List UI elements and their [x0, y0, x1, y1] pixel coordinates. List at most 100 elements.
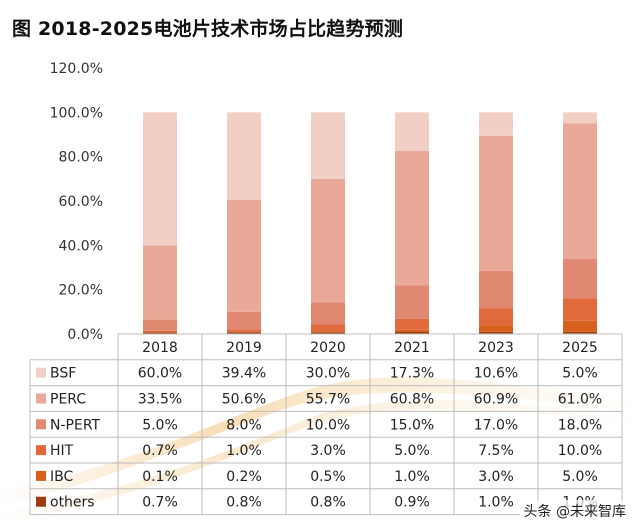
bar-segment-others [227, 332, 261, 334]
table-cell-value: 10.6% [474, 366, 518, 382]
bar-segment-n-pert [479, 270, 513, 309]
table-cell-value: 1.0% [478, 495, 514, 511]
bar-segment-n-pert [227, 311, 261, 330]
legend-swatch [36, 445, 46, 456]
bar-segment-n-pert [563, 258, 597, 299]
legend-swatch [36, 419, 46, 430]
table-cell-value: 0.7% [142, 495, 178, 511]
x-category-label: 2018 [142, 340, 178, 356]
bar-segment-hit [563, 298, 597, 321]
y-tick-label: 20.0% [59, 283, 103, 299]
legend-label: HIT [50, 443, 74, 459]
bar-segment-perc [227, 199, 261, 312]
bar-segment-others [311, 332, 345, 334]
table-cell-value: 0.8% [226, 495, 262, 511]
bar-segment-ibc [311, 331, 345, 333]
decorative-wave [0, 377, 640, 522]
legend-swatch [36, 470, 46, 481]
x-category-label: 2025 [562, 340, 598, 356]
y-tick-label: 60.0% [59, 194, 103, 210]
data-table: 2018 2019 2020 2021 2023 2025 BSF 60.0% 39.4% 30.… [29, 333, 623, 516]
table-cell-value: 60.8% [390, 392, 434, 408]
bar-segment-n-pert [143, 319, 177, 331]
y-axis: 120.0% 100.0% 80.0% 60.0% 40.0% 20.0% 0.0% [50, 61, 103, 343]
bar-segment-perc [395, 150, 429, 286]
legend-label: IBC [50, 469, 73, 485]
bar-segment-bsf [563, 112, 597, 124]
table-cell-value: 61.0% [558, 392, 602, 408]
table-cell-value: 10.0% [306, 417, 350, 433]
table-cell-value: 1.0% [394, 469, 430, 485]
y-tick-label: 120.0% [50, 61, 103, 77]
table-cell-value: 5.0% [142, 417, 178, 433]
table-cell-value: 60.0% [138, 366, 182, 382]
bar-segment-perc [479, 135, 513, 271]
table-cell-value: 7.5% [478, 443, 514, 459]
table-cell-value: 10.0% [558, 443, 602, 459]
table-cell-value: 5.0% [394, 443, 430, 459]
bar-segment-hit [227, 329, 261, 332]
bar-segment-others [563, 331, 597, 334]
chart-title: 图 2018-2025电池片技术市场占比趋势预测 [12, 18, 404, 40]
table-cell-value: 33.5% [138, 392, 182, 408]
y-tick-label: 40.0% [59, 238, 103, 254]
bar-segment-ibc [395, 329, 429, 333]
table-cell-value: 0.7% [142, 443, 178, 459]
bar-segment-n-pert [395, 285, 429, 319]
table-cell-value: 17.3% [390, 366, 434, 382]
table-cell-value: 5.0% [562, 366, 598, 382]
bar-segment-bsf [227, 112, 261, 200]
table-cell-value: 50.6% [222, 392, 266, 408]
watermark: 头条 @未来智库 [519, 500, 630, 522]
bar-segment-bsf [143, 112, 177, 246]
bar-segment-ibc [479, 325, 513, 332]
bar-segment-others [395, 332, 429, 334]
table-cell-value: 1.0% [226, 443, 262, 459]
bar-segment-n-pert [311, 302, 345, 325]
bar-segment-bsf [479, 112, 513, 136]
bar-segment-hit [479, 308, 513, 326]
bar-segment-others [479, 331, 513, 334]
table-cell-value: 0.5% [310, 469, 346, 485]
table-cell-value: 0.2% [226, 469, 262, 485]
bar-segment-perc [143, 245, 177, 320]
table-cell-value: 60.9% [474, 392, 518, 408]
table-cell-value: 3.0% [310, 443, 346, 459]
table-cell-value: 0.1% [142, 469, 178, 485]
bar-segment-hit [311, 324, 345, 332]
x-category-label: 2019 [226, 340, 262, 356]
legend-label: PERC [50, 392, 86, 408]
bar-segment-perc [563, 123, 597, 259]
table-cell-value: 15.0% [390, 417, 434, 433]
legend-label: others [50, 495, 95, 511]
table-cell-value: 18.0% [558, 417, 602, 433]
x-category-label: 2021 [394, 340, 430, 356]
table-cell-value: 3.0% [478, 469, 514, 485]
y-tick-label: 100.0% [50, 105, 103, 121]
bar-segment-hit [395, 318, 429, 330]
legend-label: N-PERT [50, 417, 101, 433]
bar-segment-others [143, 332, 177, 334]
legend-label: BSF [50, 366, 76, 382]
table-cell-value: 39.4% [222, 366, 266, 382]
bar-segment-hit [143, 330, 177, 333]
legend-swatch [36, 367, 46, 378]
x-category-label: 2020 [310, 340, 346, 356]
table-cell-value: 0.9% [394, 495, 430, 511]
bar-stacks [143, 112, 597, 334]
table-cell-value: 30.0% [306, 366, 350, 382]
table-cell-value: 0.8% [310, 495, 346, 511]
x-category-label: 2023 [478, 340, 514, 356]
table-cell-value: 8.0% [226, 417, 262, 433]
legend-swatch [36, 393, 46, 404]
bar-segment-bsf [311, 112, 345, 179]
y-tick-label: 80.0% [59, 150, 103, 166]
bar-segment-perc [311, 178, 345, 303]
table-cell-value: 17.0% [474, 417, 518, 433]
legend-swatch [36, 496, 46, 507]
y-tick-label: 0.0% [67, 327, 103, 343]
table-cell-value: 55.7% [306, 392, 350, 408]
table-cell-value: 5.0% [562, 469, 598, 485]
bar-segment-bsf [395, 112, 429, 151]
